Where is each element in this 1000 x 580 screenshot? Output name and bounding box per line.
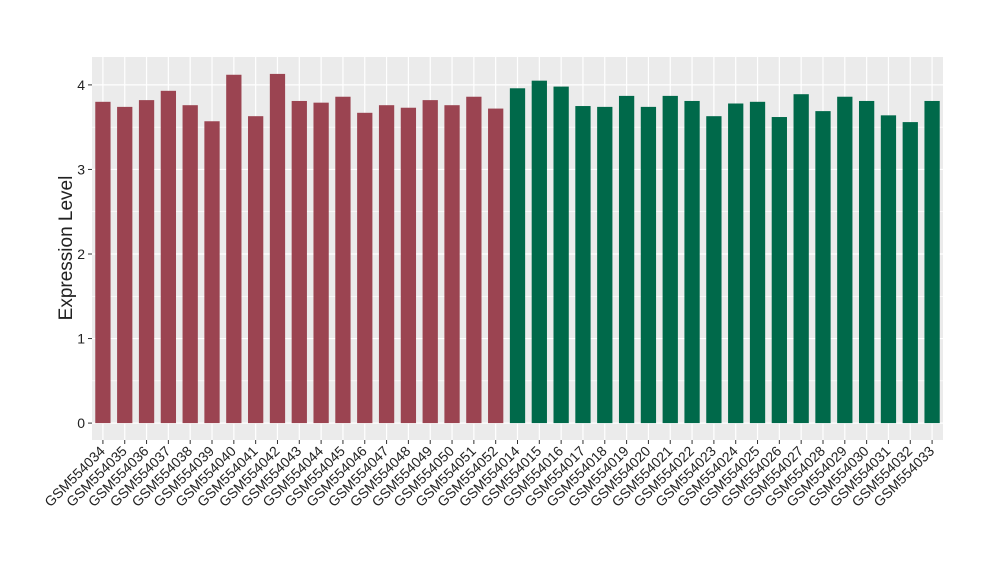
bar bbox=[95, 101, 111, 424]
y-tick-label: 2 bbox=[77, 246, 85, 262]
y-tick-label: 4 bbox=[77, 77, 85, 93]
y-axis-title: Expression Level bbox=[56, 176, 77, 321]
bar bbox=[488, 108, 504, 424]
bar bbox=[204, 121, 220, 424]
bar bbox=[640, 106, 657, 424]
bar bbox=[837, 96, 853, 424]
bar bbox=[444, 105, 460, 424]
bar bbox=[924, 100, 940, 424]
bar bbox=[378, 105, 395, 424]
y-tick-label: 3 bbox=[77, 161, 85, 177]
bar bbox=[335, 96, 351, 424]
bar bbox=[509, 88, 526, 424]
bar bbox=[117, 106, 133, 424]
bar bbox=[902, 122, 918, 424]
bar bbox=[793, 94, 809, 424]
bar bbox=[466, 96, 482, 424]
bar bbox=[313, 102, 329, 424]
bar bbox=[182, 105, 198, 424]
bar bbox=[553, 86, 569, 424]
bar bbox=[160, 90, 177, 424]
bar bbox=[269, 73, 286, 424]
bar bbox=[618, 95, 635, 424]
y-tick-label: 0 bbox=[77, 415, 85, 431]
bar bbox=[400, 107, 417, 424]
bar bbox=[815, 111, 831, 424]
bar bbox=[749, 101, 766, 424]
bar bbox=[880, 115, 897, 424]
bar bbox=[291, 100, 307, 424]
bar bbox=[226, 74, 242, 424]
bar bbox=[858, 100, 875, 424]
y-tick-label: 1 bbox=[77, 331, 85, 347]
bar bbox=[662, 95, 678, 424]
bar bbox=[138, 100, 155, 424]
bar bbox=[357, 112, 373, 424]
bar bbox=[771, 117, 787, 424]
bar bbox=[728, 103, 744, 424]
bar bbox=[531, 80, 547, 424]
bar bbox=[575, 106, 591, 424]
bar bbox=[422, 100, 438, 424]
bar bbox=[684, 100, 700, 424]
bar bbox=[248, 116, 264, 424]
bar bbox=[706, 116, 722, 424]
bar bbox=[597, 106, 613, 424]
